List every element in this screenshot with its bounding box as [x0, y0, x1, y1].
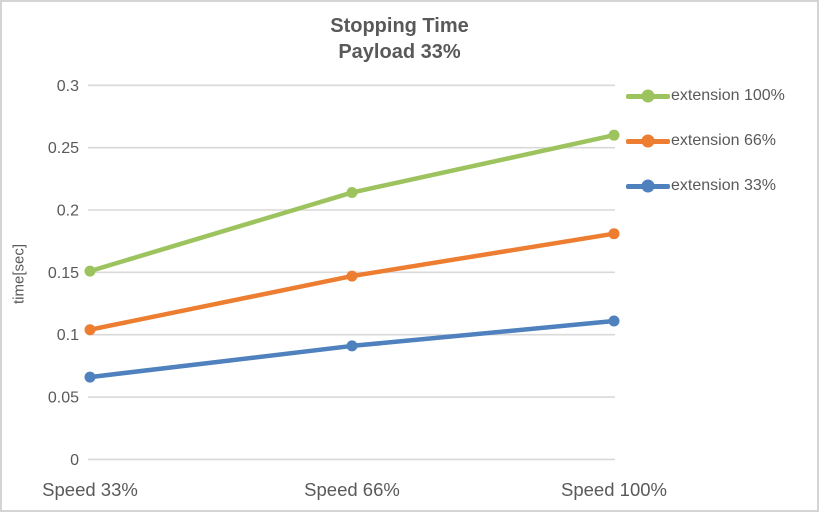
chart-subtitle: Payload 33% — [338, 41, 461, 63]
x-axis-label: Speed 66% — [304, 479, 400, 500]
y-tick-label: 0.25 — [48, 140, 79, 157]
data-point — [608, 315, 620, 327]
legend-entry: extension 66% — [626, 131, 785, 151]
chart-title-block: Stopping Time Payload 33% — [2, 13, 797, 65]
data-point — [346, 187, 358, 199]
y-tick-label: 0.05 — [48, 390, 79, 407]
series-line-0 — [87, 132, 617, 274]
data-point — [346, 270, 358, 282]
x-axis-label: Speed 33% — [42, 479, 138, 500]
x-axis-label: Speed 100% — [561, 479, 667, 500]
data-point — [608, 228, 620, 240]
legend-marker-line-dot-icon — [626, 138, 670, 144]
legend-entry: extension 33% — [626, 176, 785, 196]
legend-label: extension 66% — [671, 132, 776, 149]
legend-marker-line-dot-icon — [626, 183, 670, 189]
data-point — [84, 265, 96, 277]
y-tick-label: 0 — [70, 452, 79, 469]
chart-title: Stopping Time — [330, 15, 469, 37]
y-tick-label: 0.15 — [48, 265, 79, 282]
data-point — [608, 129, 620, 141]
legend-entry: extension 100% — [626, 86, 785, 106]
legend-marker-line-dot-icon — [626, 93, 670, 99]
data-point — [84, 371, 96, 383]
data-point — [346, 340, 358, 352]
legend-label: extension 100% — [671, 87, 785, 104]
legend-label: extension 33% — [671, 177, 776, 194]
y-tick-label: 0.1 — [57, 327, 79, 344]
y-tick-label: 0.3 — [57, 78, 79, 95]
data-point — [84, 324, 96, 336]
y-tick-label: 0.2 — [57, 203, 79, 220]
legend: extension 100% extension 66% extension 3… — [626, 86, 785, 221]
